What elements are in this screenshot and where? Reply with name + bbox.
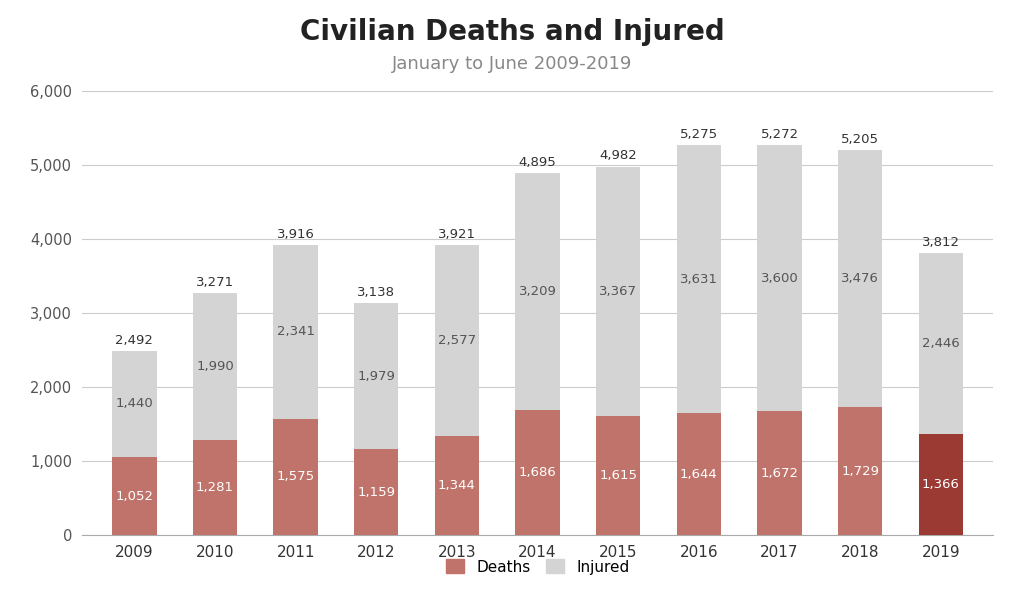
Text: 3,367: 3,367 <box>599 285 637 297</box>
Text: 2,446: 2,446 <box>922 337 959 350</box>
Text: 1,159: 1,159 <box>357 486 395 499</box>
Bar <box>838 407 883 535</box>
Text: 2,341: 2,341 <box>276 325 314 339</box>
Text: 1,729: 1,729 <box>841 465 880 478</box>
Bar <box>354 303 398 449</box>
Text: 1,366: 1,366 <box>922 478 959 491</box>
Text: 1,686: 1,686 <box>519 466 556 479</box>
Text: 3,631: 3,631 <box>680 272 718 286</box>
Text: 1,052: 1,052 <box>116 489 154 503</box>
Text: 4,982: 4,982 <box>599 150 637 162</box>
Text: 1,575: 1,575 <box>276 470 314 483</box>
Text: 1,281: 1,281 <box>196 481 234 494</box>
Bar <box>193 440 238 535</box>
Text: 5,275: 5,275 <box>680 128 718 141</box>
Bar <box>758 145 802 412</box>
Bar <box>435 435 479 535</box>
Bar <box>273 418 317 535</box>
Bar <box>596 416 640 535</box>
Text: January to June 2009-2019: January to June 2009-2019 <box>392 55 632 73</box>
Text: 2,577: 2,577 <box>438 334 476 347</box>
Bar <box>435 245 479 435</box>
Text: Civilian Deaths and Injured: Civilian Deaths and Injured <box>300 18 724 46</box>
Text: 1,344: 1,344 <box>438 479 476 492</box>
Bar <box>838 150 883 407</box>
Text: 3,138: 3,138 <box>357 286 395 299</box>
Text: 3,916: 3,916 <box>276 228 314 241</box>
Text: 3,209: 3,209 <box>519 285 556 298</box>
Bar <box>677 145 721 413</box>
Bar <box>113 457 157 535</box>
Text: 4,895: 4,895 <box>519 156 556 169</box>
Text: 1,440: 1,440 <box>116 398 154 410</box>
Text: 3,921: 3,921 <box>438 228 476 241</box>
Text: 1,644: 1,644 <box>680 468 718 481</box>
Bar <box>273 246 317 418</box>
Bar <box>677 413 721 535</box>
Bar <box>919 253 963 434</box>
Text: 3,271: 3,271 <box>196 276 234 289</box>
Text: 2,492: 2,492 <box>116 334 154 347</box>
Text: 1,990: 1,990 <box>197 360 233 373</box>
Text: 5,205: 5,205 <box>841 133 880 146</box>
Bar <box>515 173 560 410</box>
Text: 1,979: 1,979 <box>357 370 395 382</box>
Legend: Deaths, Injured: Deaths, Injured <box>439 553 636 581</box>
Text: 1,615: 1,615 <box>599 469 637 482</box>
Bar <box>193 293 238 440</box>
Text: 3,600: 3,600 <box>761 272 799 285</box>
Text: 3,812: 3,812 <box>922 236 959 249</box>
Bar <box>758 412 802 535</box>
Bar <box>354 449 398 535</box>
Bar <box>919 434 963 535</box>
Bar <box>515 410 560 535</box>
Bar <box>596 167 640 416</box>
Text: 1,672: 1,672 <box>761 467 799 480</box>
Text: 3,476: 3,476 <box>842 272 880 285</box>
Bar <box>113 351 157 457</box>
Text: 5,272: 5,272 <box>761 128 799 141</box>
